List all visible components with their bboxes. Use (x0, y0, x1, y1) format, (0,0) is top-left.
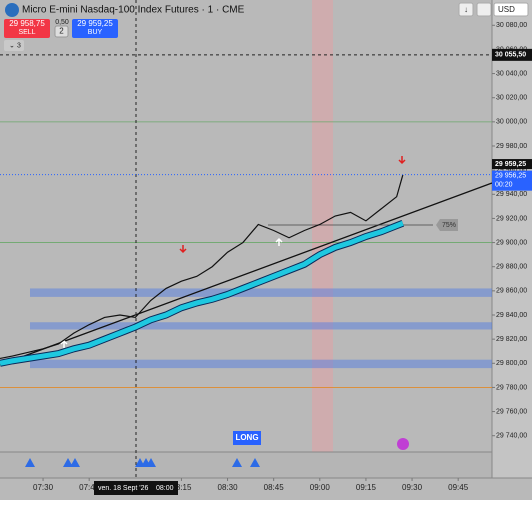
x-tick-label: 09:15 (356, 483, 377, 492)
buy-label[interactable]: BUY (88, 29, 103, 36)
x-tick-label: 07:45 (79, 483, 100, 492)
tag-box (436, 219, 458, 231)
y-tick-label: 29 860,00 (496, 288, 527, 295)
x-tick-label: 09:00 (310, 483, 331, 492)
x-tick-label: 09:45 (448, 483, 469, 492)
price-line (0, 174, 404, 360)
session-highlight (312, 0, 333, 452)
y-tick-label: 29 940,00 (496, 191, 527, 198)
crosshair-date: ven. 18 Sept '26 (98, 485, 148, 492)
y-tick-label: 29 980,00 (496, 143, 527, 150)
y-tick-label: 29 840,00 (496, 312, 527, 319)
y-tick-label: 29 960,00 (496, 167, 527, 174)
y-tick-label: 30 000,00 (496, 119, 527, 126)
sell-price[interactable]: 29 958,75 (9, 19, 45, 28)
symbol-title: Micro E-mini Nasdaq-100 Index Futures · … (22, 5, 245, 16)
spread: 0,50 (55, 19, 69, 26)
qty[interactable]: 2 (59, 27, 64, 36)
countdown: 00:20 (495, 182, 513, 189)
y-tick-label: 29 760,00 (496, 408, 527, 415)
supply-zone (30, 359, 492, 369)
crosshair-time-box (94, 481, 178, 495)
qty-box[interactable] (54, 25, 69, 38)
scroll-button[interactable] (458, 2, 474, 17)
sell-button[interactable] (4, 19, 50, 38)
symbol-logo (5, 3, 19, 17)
lock-button[interactable] (476, 2, 492, 17)
last-price-box (492, 170, 532, 191)
long-badge (233, 431, 261, 445)
buy-price[interactable]: 29 959,25 (77, 19, 113, 28)
sell-label[interactable]: SELL (18, 29, 35, 36)
indicators-chevron: ⌄ (9, 42, 15, 49)
last-price: 29 956,25 (495, 173, 526, 180)
crosshair-price-box (492, 48, 532, 61)
y-tick-label: 30 020,00 (496, 95, 527, 102)
indicators-count[interactable]: 3 (17, 42, 21, 49)
trend-line (0, 182, 493, 366)
event-icon (397, 438, 409, 450)
signal-pane (0, 452, 492, 478)
signal: LONG (235, 433, 258, 442)
high-price: 29 959,25 (495, 161, 526, 168)
x-tick-label: 09:30 (402, 483, 423, 492)
y-tick-label: 29 880,00 (496, 264, 527, 271)
buy-button[interactable] (72, 19, 118, 38)
y-tick-label: 30 080,00 (496, 22, 527, 29)
supply-zone (30, 288, 492, 297)
currency-button[interactable] (493, 2, 529, 17)
y-tick-label: 29 780,00 (496, 384, 527, 391)
ma-band (0, 220, 404, 366)
crosshair-price: 30 055,50 (495, 52, 526, 59)
crosshair-time: 08:00 (156, 485, 174, 492)
y-tick-label: 29 920,00 (496, 215, 527, 222)
tag: 75% (442, 222, 456, 229)
arrows (60, 156, 406, 348)
x-tick-label: 08:15 (171, 483, 192, 492)
price-axis (492, 0, 532, 478)
y-tick-label: 30 040,00 (496, 70, 527, 77)
y-tick-label: 29 900,00 (496, 239, 527, 246)
supply-zone (30, 322, 492, 330)
scroll-icon: ↓ (464, 5, 468, 14)
y-tick-label: 29 740,00 (496, 433, 527, 440)
signal-markers (25, 458, 260, 467)
y-tick-label: 29 800,00 (496, 360, 527, 367)
currency[interactable]: USD (498, 5, 515, 14)
x-tick-label: 08:30 (218, 483, 239, 492)
indicators-toggle[interactable] (4, 40, 24, 51)
x-tick-label: 07:30 (33, 483, 54, 492)
x-tick-label: 08:45 (264, 483, 285, 492)
high-price-box (492, 159, 532, 170)
y-tick-label: 29 820,00 (496, 336, 527, 343)
